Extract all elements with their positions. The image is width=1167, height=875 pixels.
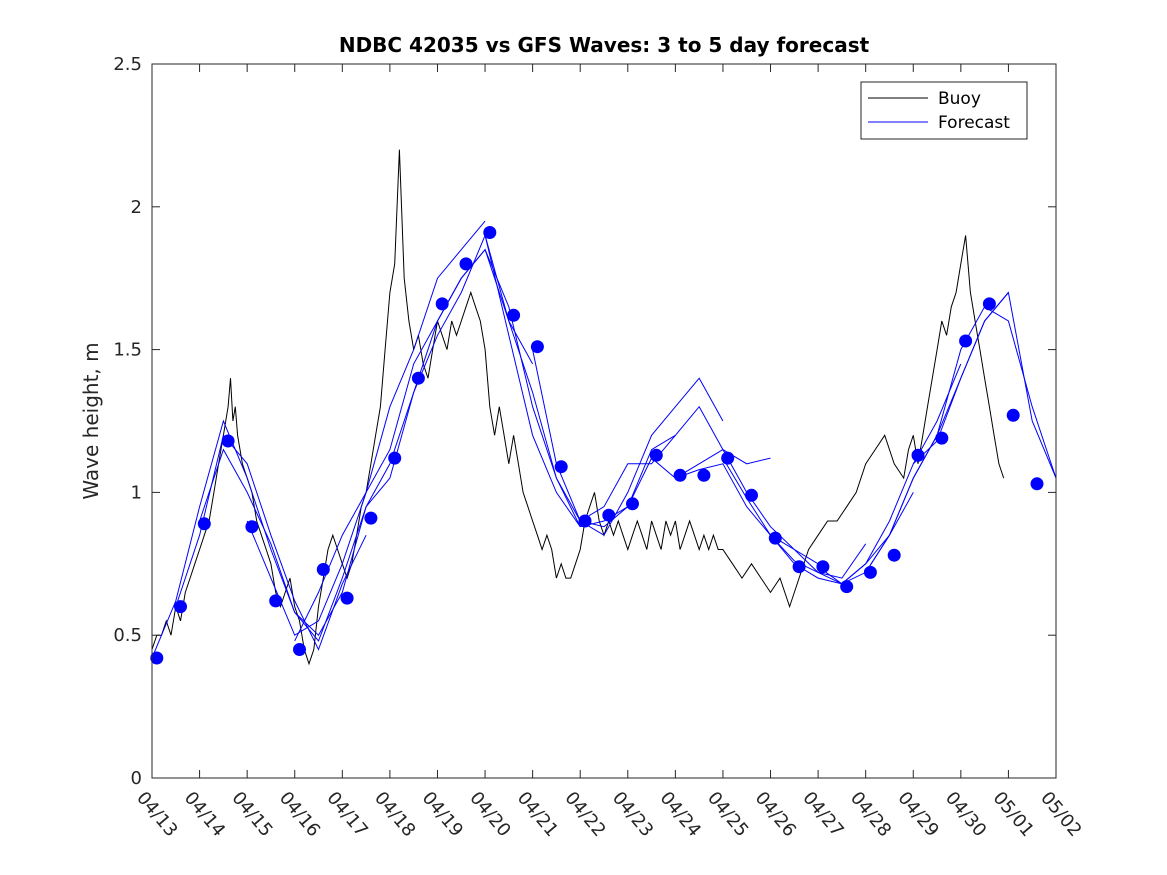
legend: Buoy Forecast [860, 81, 1028, 140]
forecast-point-33 [935, 431, 949, 445]
x-tick-label: 04/14 [180, 788, 229, 841]
forecast-run-line-11 [627, 448, 819, 565]
buoy-series-line [151, 149, 1005, 666]
x-tick-label: 04/25 [703, 788, 752, 841]
y-axis: 0 0.5 1 1.5 2 2.5 [113, 54, 1056, 789]
forecast-point-4 [245, 520, 259, 534]
forecast-point-21 [649, 448, 663, 462]
plot-area: 00.511.522.5 04/1304/1404/1504/1604/1704… [113, 54, 1085, 841]
forecast-point-19 [602, 508, 616, 522]
x-tick-label: 05/02 [1036, 788, 1085, 841]
forecast-point-11 [411, 371, 425, 385]
forecast-point-13 [459, 257, 473, 271]
x-tick-label: 05/01 [989, 788, 1038, 841]
x-tick-label: 04/22 [560, 788, 609, 841]
x-tick-label: 04/21 [513, 788, 562, 841]
x-tick-label: 04/17 [322, 788, 371, 841]
x-tick-label: 04/20 [465, 788, 514, 841]
forecast-point-31 [887, 548, 901, 562]
forecast-run-line-9 [532, 349, 724, 536]
forecast-point-1 [174, 600, 187, 614]
y-tick-label: 0.5 [113, 625, 142, 646]
forecast-point-9 [364, 511, 378, 525]
forecast-point-25 [745, 488, 758, 502]
forecast-point-36 [1006, 408, 1020, 422]
x-tick-label: 04/30 [941, 788, 990, 841]
y-tick-label: 2 [131, 197, 142, 218]
forecast-point-0 [150, 651, 164, 665]
forecast-run-line-0 [151, 419, 343, 659]
forecast-point-24 [721, 451, 735, 465]
legend-label-forecast: Forecast [938, 113, 1010, 133]
x-tick-label: 04/23 [608, 788, 657, 841]
forecast-point-34 [959, 334, 973, 348]
x-tick-label: 04/13 [132, 788, 181, 841]
forecast-run-line-10 [579, 405, 771, 522]
forecast-point-22 [673, 468, 687, 482]
forecast-point-35 [982, 297, 996, 311]
forecast-point-3 [221, 434, 235, 448]
series-layer [150, 149, 1057, 666]
x-tick-label: 04/24 [656, 788, 705, 841]
x-tick-label: 04/28 [846, 788, 895, 841]
forecast-point-28 [816, 560, 830, 574]
plot-frame [151, 63, 1057, 779]
y-tick-label: 0 [131, 768, 142, 789]
x-tick-label: 04/29 [893, 788, 942, 841]
x-tick-label: 04/15 [227, 788, 276, 841]
forecast-point-30 [863, 565, 877, 579]
forecast-point-16 [530, 340, 544, 354]
forecast-point-17 [554, 460, 568, 474]
forecast-point-18 [578, 514, 592, 528]
plot-background [152, 64, 1056, 778]
forecast-point-10 [388, 451, 402, 465]
forecast-point-7 [316, 563, 330, 576]
forecast-point-8 [340, 591, 354, 605]
forecast-point-14 [483, 226, 497, 239]
legend-box [860, 81, 1028, 140]
x-tick-label: 04/19 [418, 788, 467, 841]
y-tick-label: 1.5 [113, 340, 142, 361]
chart-title: NDBC 42035 vs GFS Waves: 3 to 5 day fore… [339, 33, 870, 57]
forecast-point-5 [269, 594, 283, 608]
y-axis-label: Wave height, m [79, 342, 103, 499]
x-tick-label: 04/26 [751, 788, 800, 841]
forecast-point-15 [507, 308, 521, 322]
x-tick-label: 04/18 [370, 788, 419, 841]
forecast-run-line-2 [199, 448, 391, 637]
x-tick-label: 04/27 [798, 788, 847, 841]
forecast-point-23 [697, 468, 711, 482]
x-tick-label: 04/16 [275, 788, 324, 841]
forecast-point-12 [435, 297, 449, 311]
forecast-point-27 [792, 560, 806, 574]
forecast-point-29 [840, 580, 854, 594]
forecast-point-26 [768, 531, 782, 545]
y-tick-label: 2.5 [113, 54, 142, 75]
forecast-point-20 [626, 497, 639, 511]
legend-label-buoy: Buoy [938, 89, 981, 109]
forecast-point-37 [1030, 477, 1044, 491]
forecast-run-line-13 [722, 457, 914, 585]
forecast-point-6 [293, 643, 306, 656]
forecast-point-2 [197, 517, 211, 531]
forecast-point-32 [911, 448, 925, 462]
y-tick-label: 1 [131, 482, 142, 503]
